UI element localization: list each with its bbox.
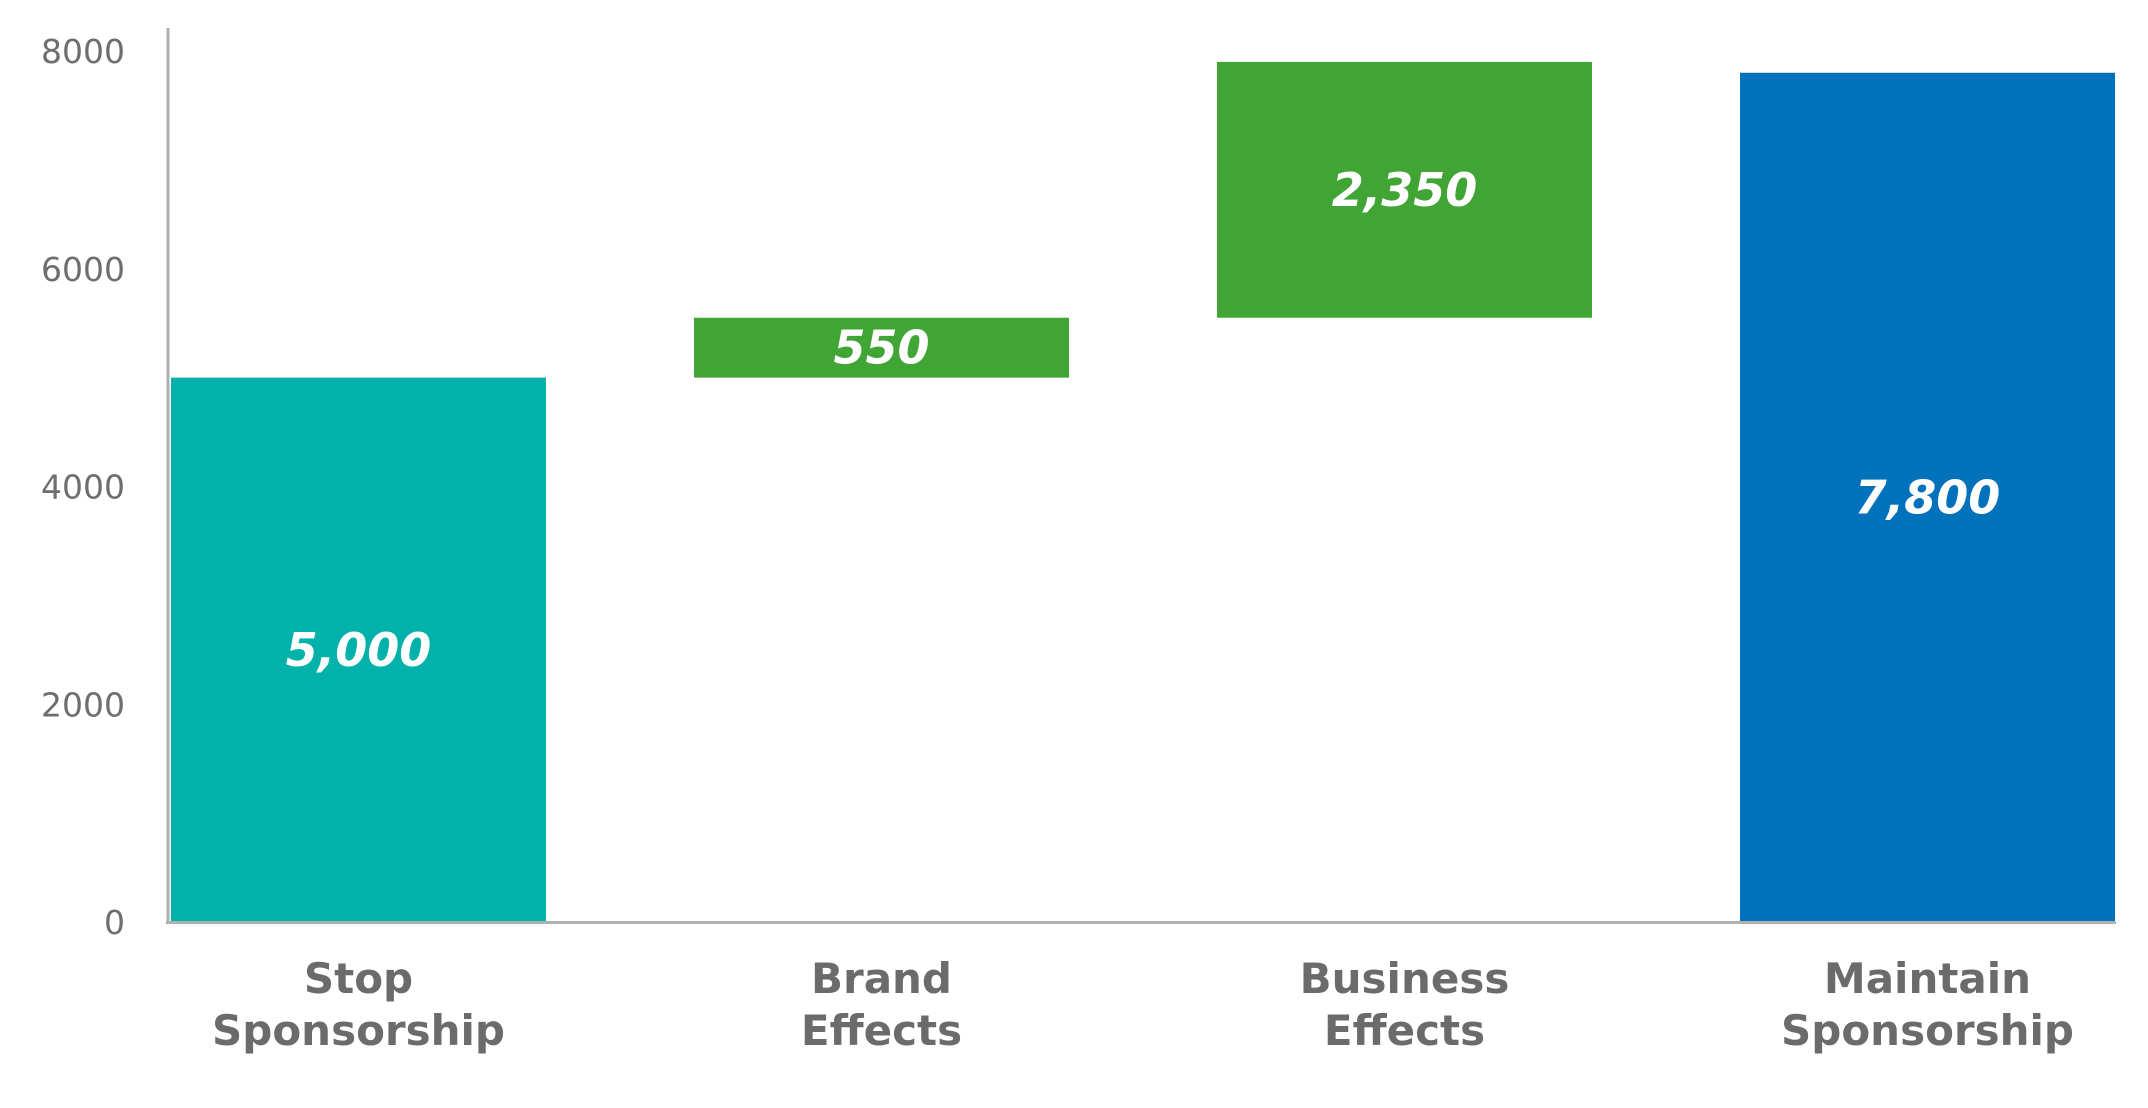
category-label: Effects bbox=[1324, 1006, 1485, 1055]
y-tick-label: 8000 bbox=[41, 32, 125, 71]
data-label: 7,800 bbox=[1855, 470, 2001, 524]
y-tick-label: 2000 bbox=[41, 685, 125, 724]
category-label: Business bbox=[1300, 954, 1510, 1003]
x-axis-categories: StopSponsorshipBrandEffectsBusinessEffec… bbox=[212, 954, 2074, 1055]
y-tick-label: 6000 bbox=[41, 250, 125, 289]
category-label: Effects bbox=[801, 1006, 962, 1055]
y-tick-label: 0 bbox=[104, 903, 125, 942]
data-label: 550 bbox=[833, 321, 929, 375]
category-label: Brand bbox=[811, 954, 952, 1003]
bar bbox=[1217, 61, 1592, 318]
data-label: 5,000 bbox=[286, 623, 432, 677]
bar bbox=[1740, 72, 2115, 922]
bars: 5,000 550 2,350 7,800 bbox=[171, 61, 2115, 922]
category-label: Sponsorship bbox=[212, 1006, 505, 1055]
y-axis-ticks: 0 2000 4000 6000 8000 bbox=[41, 32, 125, 942]
category-label: Stop bbox=[304, 954, 413, 1003]
data-label: 2,350 bbox=[1332, 163, 1478, 217]
bar bbox=[694, 317, 1069, 378]
category-label: Maintain bbox=[1824, 954, 2031, 1003]
y-tick-label: 4000 bbox=[41, 468, 125, 507]
bar bbox=[171, 377, 546, 922]
category-label: Sponsorship bbox=[1781, 1006, 2074, 1055]
